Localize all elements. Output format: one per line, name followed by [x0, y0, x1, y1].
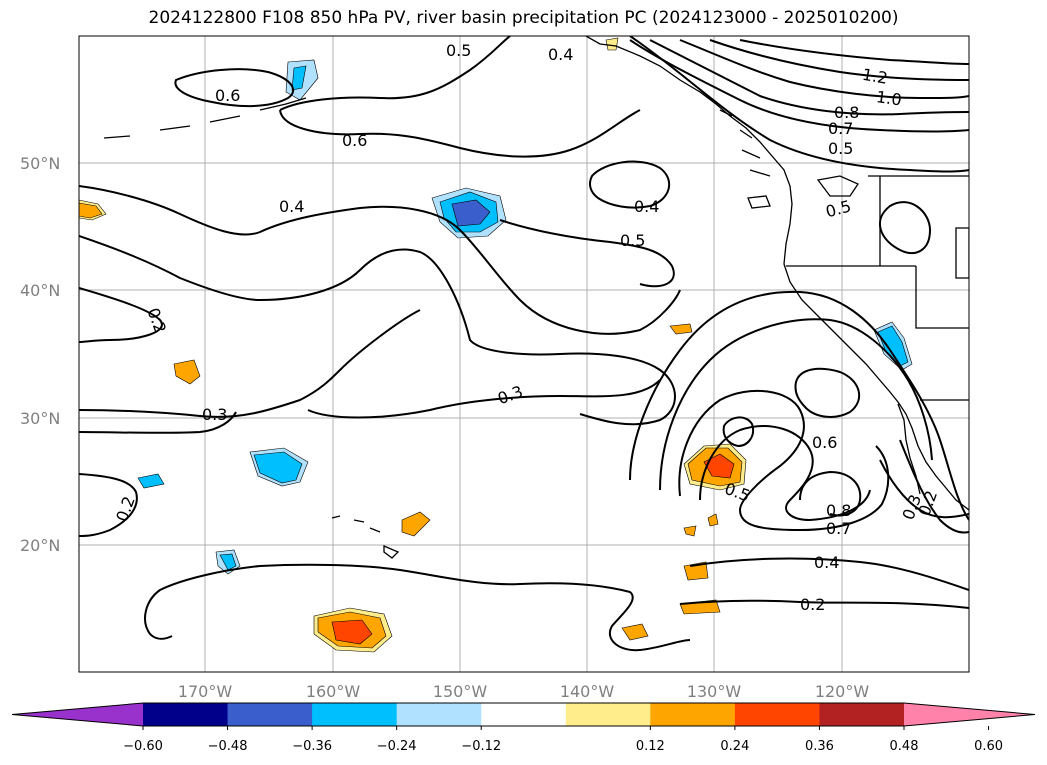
colorbar-swatch	[481, 703, 567, 726]
colorbar-tick-label: 0.36	[805, 739, 834, 754]
lon-label: 130°W	[687, 682, 742, 701]
lat-label: 50°N	[20, 154, 60, 173]
colorbar-swatch	[565, 703, 651, 726]
contour-label: 0.4	[279, 197, 304, 216]
map-gridlines	[79, 36, 969, 672]
contour-label: 0.8	[826, 501, 851, 520]
contour-label: 0.7	[826, 519, 851, 538]
colorbar-swatch	[734, 703, 820, 726]
lat-label: 40°N	[20, 281, 60, 300]
contour-label: 0.5	[446, 41, 471, 60]
lon-label: 140°W	[560, 682, 615, 701]
map-title: 2024122800 F108 850 hPa PV, river basin …	[148, 8, 899, 28]
lat-label: 20°N	[20, 536, 60, 555]
precip-shading	[79, 37, 913, 653]
contour-label: 0.6	[215, 86, 240, 105]
contour-label: 0.2	[800, 595, 825, 614]
colorbar-extend-high	[904, 703, 1035, 726]
colorbar-swatch	[227, 703, 313, 726]
contour-label: 0.3	[202, 405, 227, 424]
contour-label: 0.7	[828, 119, 853, 138]
lon-label: 150°W	[433, 682, 488, 701]
longitude-labels: 170°W 160°W 150°W 140°W 130°W 120°W	[178, 682, 870, 701]
colorbar-tick-label: −0.36	[292, 739, 332, 754]
contour-label: 0.6	[812, 433, 837, 452]
colorbar-tick-label: 0.12	[636, 739, 665, 754]
contour-label: 0.4	[634, 197, 659, 216]
contour-label: 0.5	[620, 231, 645, 250]
contour-label: 0.4	[814, 553, 839, 572]
colorbar-tick-label: −0.48	[208, 739, 248, 754]
lon-label: 160°W	[306, 682, 361, 701]
lat-label: 30°N	[20, 409, 60, 428]
colorbar-tick-label: −0.24	[377, 739, 417, 754]
contour-label: 0.4	[548, 45, 573, 64]
colorbar-swatch	[396, 703, 482, 726]
contour-label: 1.2	[861, 65, 889, 88]
contour-label: 1.0	[875, 87, 903, 109]
colorbar-swatch	[650, 703, 736, 726]
colorbar-tick-label: −0.60	[123, 739, 163, 754]
colorbar-tick-label: 0.24	[720, 739, 749, 754]
colorbar-swatch	[819, 703, 905, 726]
latitude-labels: 50°N 40°N 30°N 20°N	[20, 154, 60, 555]
pv-contours	[79, 36, 969, 652]
colorbar-swatch	[143, 703, 229, 726]
lon-label: 170°W	[178, 682, 233, 701]
colorbar-swatch	[312, 703, 398, 726]
contour-label: 0.8	[834, 103, 859, 122]
lon-label: 120°W	[815, 682, 870, 701]
colorbar-extend-low	[12, 703, 143, 726]
colorbar-tick-label: 0.60	[974, 739, 1003, 754]
map-frame	[78, 35, 970, 673]
colorbar-tick-label: −0.12	[461, 739, 501, 754]
colorbar: −0.60 −0.48 −0.36 −0.24 −0.12 0.12 0.24 0.36 0.4…	[11, 702, 1036, 754]
contour-label: 0.6	[342, 131, 367, 150]
contour-label: 0.5	[828, 139, 853, 158]
colorbar-tick-label: 0.48	[890, 739, 919, 754]
